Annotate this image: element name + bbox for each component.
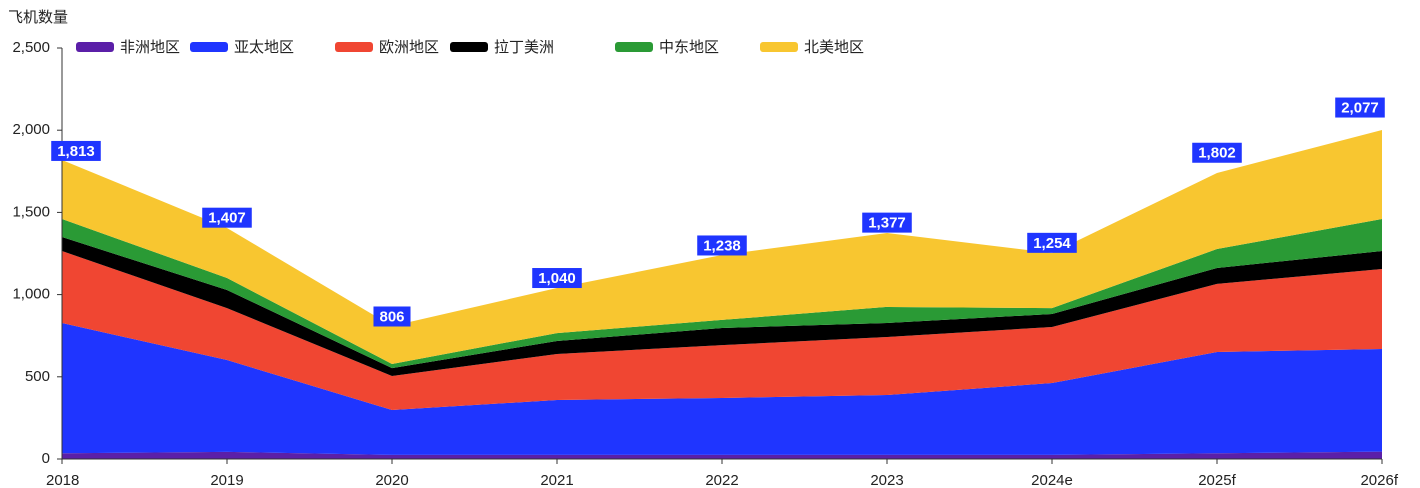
y-tick-label: 1,500: [12, 203, 50, 220]
y-tick-label: 0: [42, 450, 50, 467]
y-tick-label: 2,000: [12, 121, 50, 138]
x-tick-label: 2019: [210, 472, 243, 488]
total-label: 806: [379, 308, 404, 325]
y-tick-label: 500: [25, 368, 50, 385]
y-tick-label: 1,000: [12, 286, 50, 303]
legend-swatch: [760, 42, 798, 52]
total-label-box: [862, 212, 912, 233]
total-label-box: [51, 140, 101, 161]
total-label-box: [373, 306, 411, 327]
area: [62, 251, 1382, 411]
x-tick-label: 2024e: [1031, 472, 1073, 488]
legend-label: 非洲地区: [120, 39, 180, 56]
total-label: 1,802: [1198, 145, 1236, 162]
area: [62, 218, 1382, 369]
y-axis-label: 飞机数量: [8, 9, 68, 26]
total-label: 2,077: [1341, 100, 1379, 117]
total-label: 1,407: [208, 210, 246, 227]
legend-label: 北美地区: [804, 39, 864, 56]
total-label-box: [532, 268, 582, 289]
total-label-box: [1027, 232, 1077, 253]
total-label: 1,254: [1033, 235, 1071, 252]
x-tick-label: 2021: [540, 472, 573, 488]
area: [62, 451, 1382, 459]
total-label: 1,238: [703, 237, 741, 254]
total-label: 1,813: [57, 143, 95, 160]
area: [62, 237, 1382, 376]
legend-swatch: [76, 42, 114, 52]
x-tick-label: 2018: [46, 472, 79, 488]
x-tick-label: 2022: [705, 472, 738, 488]
total-label-box: [1335, 97, 1385, 118]
x-tick-label: 2026f: [1360, 472, 1398, 488]
area: [62, 323, 1382, 455]
legend-label: 欧洲地区: [379, 39, 439, 56]
total-label-box: [202, 207, 252, 228]
legend-swatch: [190, 42, 228, 52]
total-label: 1,040: [538, 270, 576, 287]
area: [62, 130, 1382, 364]
y-tick-label: 2,500: [12, 39, 50, 56]
legend-swatch: [615, 42, 653, 52]
x-tick-label: 2023: [870, 472, 903, 488]
legend-swatch: [335, 42, 373, 52]
x-tick-label: 2025f: [1198, 472, 1236, 488]
total-label: 1,377: [868, 215, 906, 232]
total-label-box: [697, 235, 747, 256]
total-label-box: [1192, 142, 1242, 163]
x-tick-label: 2020: [375, 472, 408, 488]
legend-label: 拉丁美洲: [494, 39, 554, 56]
legend-label: 中东地区: [659, 39, 719, 56]
legend-swatch: [450, 42, 488, 52]
legend-label: 亚太地区: [234, 39, 294, 56]
